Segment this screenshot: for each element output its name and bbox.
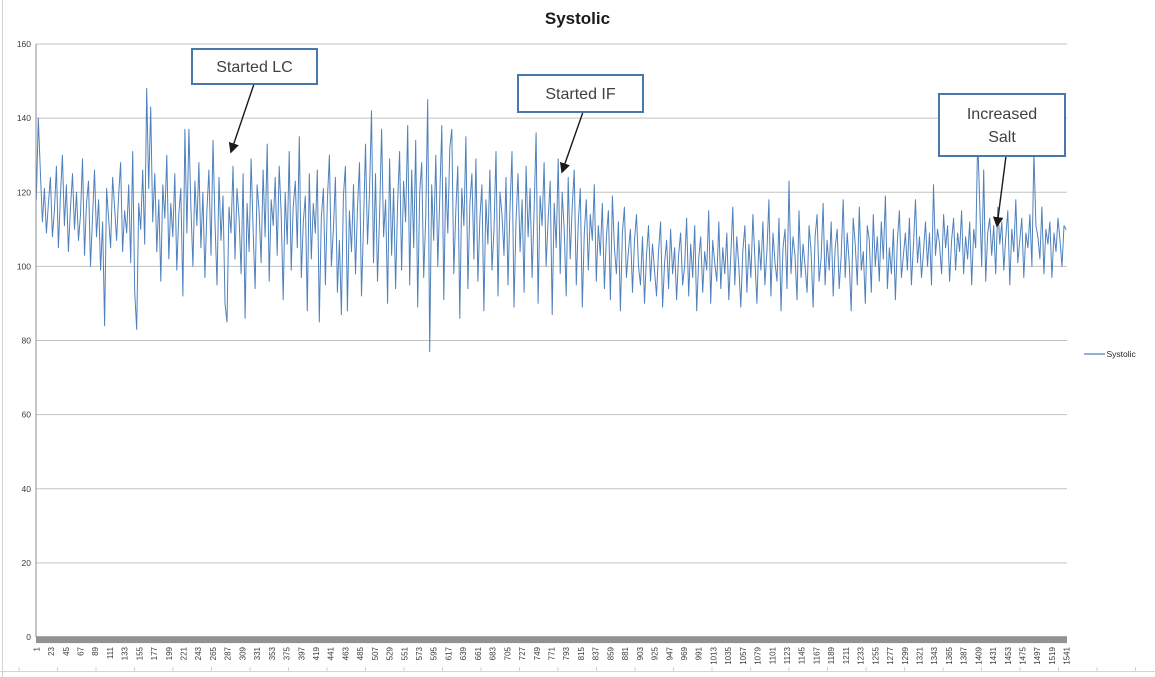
- x-axis-tick-label: 89: [91, 646, 100, 655]
- x-axis-tick-label: 1321: [916, 646, 925, 664]
- annotation-text: Salt: [988, 129, 1016, 146]
- x-axis-tick-label: 727: [518, 646, 527, 660]
- x-axis-tick-label: 463: [341, 646, 350, 660]
- x-axis-tick-label: 573: [415, 646, 424, 660]
- x-axis-tick-label: 1035: [724, 646, 733, 664]
- x-axis-tick-label: 683: [489, 646, 498, 660]
- x-axis-tick-label: 353: [268, 646, 277, 660]
- annotation-text: Started LC: [216, 59, 292, 76]
- x-axis-tick-label: 1211: [842, 646, 851, 664]
- annotation: Started LC: [191, 48, 318, 154]
- x-axis-tick-label: 1343: [930, 646, 939, 664]
- annotation-text: Increased: [967, 106, 1037, 123]
- x-axis-tick-label: 331: [253, 646, 262, 660]
- x-axis-tick-label: 1431: [989, 646, 998, 664]
- x-axis-tick-label: 617: [445, 646, 454, 660]
- x-axis-tick-label: 771: [548, 646, 557, 660]
- x-axis-tick-label: 155: [135, 646, 144, 660]
- x-axis-tick-label: 903: [636, 646, 645, 660]
- x-axis-tick-label: 1101: [768, 646, 777, 664]
- x-axis-tick-label: 1299: [901, 646, 910, 664]
- x-axis-tick-label: 881: [621, 646, 630, 660]
- x-axis-tick-label: 705: [503, 646, 512, 660]
- x-axis-tick-label: 309: [238, 646, 247, 660]
- x-axis-tick-label: 1541: [1063, 646, 1072, 664]
- x-axis-tick-label: 111: [106, 646, 115, 659]
- annotation-arrow: [559, 111, 584, 174]
- annotation-arrow: [228, 83, 255, 154]
- y-axis-tick-label: 160: [17, 39, 31, 49]
- annotation-box[interactable]: [517, 74, 644, 113]
- x-axis-tick-label: 815: [577, 646, 586, 660]
- annotation-text: Started IF: [545, 86, 615, 103]
- x-axis-tick-label: 991: [695, 646, 704, 660]
- x-axis-tick-label: 1365: [945, 646, 954, 664]
- x-axis-tick-label: 397: [297, 646, 306, 660]
- x-axis-tick-label: 1409: [974, 646, 983, 664]
- x-axis-tick-label: 661: [474, 646, 483, 660]
- x-axis-tick-label: 793: [562, 646, 571, 660]
- x-axis-tick-label: 551: [400, 646, 409, 660]
- y-axis-tick-label: 100: [17, 261, 31, 271]
- x-axis-tick-label: 639: [459, 646, 468, 660]
- x-axis-tick-label: 837: [592, 646, 601, 660]
- x-axis-tick-label: 859: [606, 646, 615, 660]
- y-axis-tick-label: 80: [22, 336, 32, 346]
- x-axis-tick-label: 243: [194, 646, 203, 660]
- x-axis-tick-label: 1167: [812, 646, 821, 664]
- x-axis-tick-label: 177: [150, 646, 159, 660]
- x-axis-tick-label: 485: [356, 646, 365, 660]
- y-axis-tick-label: 0: [26, 632, 31, 642]
- x-axis-shadow-bar: [36, 637, 1067, 644]
- x-axis-tick-label: 1057: [739, 646, 748, 664]
- annotation-box[interactable]: [938, 93, 1066, 157]
- x-axis-tick-label: 595: [430, 646, 439, 660]
- x-axis-tick-label: 1079: [754, 646, 763, 664]
- x-axis-tick-label: 23: [47, 646, 56, 655]
- annotation-arrow: [992, 155, 1007, 228]
- x-axis-tick-label: 221: [180, 646, 189, 660]
- x-axis-tick-label: 287: [224, 646, 233, 660]
- x-axis-tick-label: 419: [312, 646, 321, 660]
- y-axis-tick-label: 20: [22, 558, 32, 568]
- y-axis-tick-label: 120: [17, 187, 31, 197]
- x-axis-tick-label: 265: [209, 646, 218, 660]
- annotation: Started IF: [517, 74, 644, 174]
- x-axis-tick-label: 1387: [960, 646, 969, 664]
- x-axis-tick-label: 1013: [709, 646, 718, 664]
- x-axis-tick-label: 67: [77, 646, 86, 655]
- y-axis-tick-label: 40: [22, 484, 32, 494]
- x-axis-tick-label: 947: [665, 646, 674, 660]
- x-axis-tick-label: 199: [165, 646, 174, 660]
- x-axis-tick-label: 1: [32, 646, 41, 651]
- x-axis-tick-label: 1189: [827, 646, 836, 664]
- x-axis-tick-label: 1255: [871, 646, 880, 664]
- annotation-box[interactable]: [191, 48, 318, 85]
- x-axis-tick-label: 507: [371, 646, 380, 660]
- series-line-systolic[interactable]: [35, 88, 1067, 353]
- y-axis-tick-label: 140: [17, 113, 31, 123]
- x-axis-tick-label: 1453: [1004, 646, 1013, 664]
- x-axis-tick-label: 529: [386, 646, 395, 660]
- x-axis-tick-label: 925: [651, 646, 660, 660]
- x-axis-tick-label: 1233: [857, 646, 866, 664]
- y-axis-tick-label: 60: [22, 410, 32, 420]
- x-axis-tick-label: 1475: [1019, 646, 1028, 664]
- chart-title[interactable]: Systolic: [544, 9, 611, 28]
- x-axis-tick-label: 1123: [783, 646, 792, 664]
- x-axis-tick-label: 375: [283, 646, 292, 660]
- annotation: Increased Salt: [938, 93, 1066, 228]
- legend-label: Systolic: [1107, 349, 1137, 359]
- x-axis-tick-label: 969: [680, 646, 689, 660]
- x-axis-tick-label: 749: [533, 646, 542, 660]
- x-axis-tick-label: 1145: [798, 646, 807, 664]
- x-axis-tick-label: 1519: [1048, 646, 1057, 664]
- x-axis-tick-label: 133: [121, 646, 130, 660]
- x-axis-tick-label: 441: [327, 646, 336, 660]
- x-axis-tick-label: 1277: [886, 646, 895, 664]
- x-axis-tick-label: 1497: [1033, 646, 1042, 664]
- legend[interactable]: Systolic: [1084, 349, 1137, 359]
- x-axis-tick-label: 45: [62, 646, 71, 655]
